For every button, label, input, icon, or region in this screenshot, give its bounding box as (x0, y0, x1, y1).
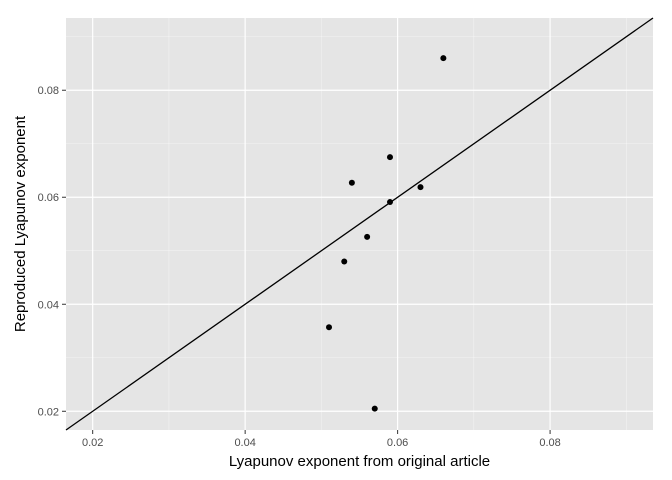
y-tick-label: 0.02 (38, 406, 59, 418)
data-point-3 (348, 179, 355, 186)
y-tick-label: 0.08 (38, 85, 59, 97)
minor-gridlines (66, 18, 653, 430)
data-point-7 (341, 258, 348, 265)
x-axis-ticks: 0.02 0.04 0.06 0.08 (82, 430, 561, 449)
data-point-1 (440, 55, 447, 62)
data-point-5 (386, 199, 393, 206)
y-axis-ticks: 0.02 0.04 0.06 0.08 (38, 85, 66, 418)
major-gridlines (66, 18, 653, 430)
y-tick-label: 0.06 (38, 192, 59, 204)
data-point-4 (417, 184, 424, 191)
y-axis-title: Reproduced Lyapunov exponent (12, 115, 29, 332)
y-tick-label: 0.04 (38, 299, 59, 311)
x-axis-title: Lyapunov exponent from original article (229, 453, 490, 470)
data-point-9 (371, 405, 378, 412)
data-points (326, 55, 447, 412)
data-point-2 (386, 154, 393, 161)
x-tick-label: 0.02 (82, 437, 103, 449)
x-tick-label: 0.04 (234, 437, 255, 449)
x-tick-label: 0.06 (387, 437, 408, 449)
x-tick-label: 0.08 (539, 437, 560, 449)
reference-line-layer (65, 17, 654, 431)
identity-line (65, 17, 654, 431)
data-point-6 (364, 233, 371, 240)
data-point-8 (326, 324, 333, 331)
